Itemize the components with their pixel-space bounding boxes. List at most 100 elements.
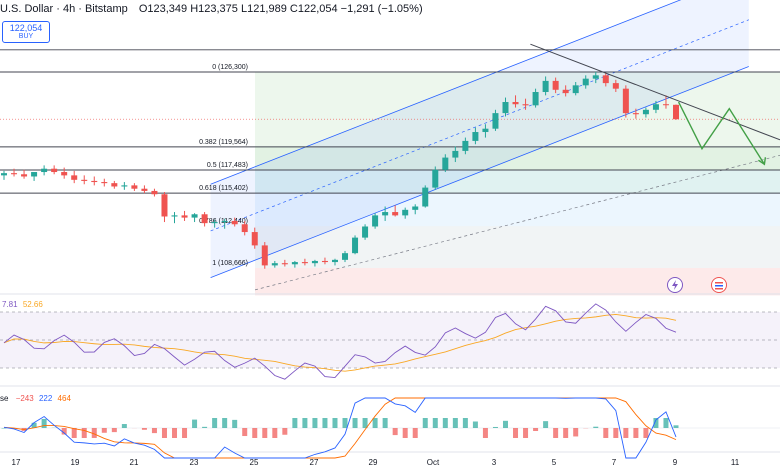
macd-line: [3, 397, 677, 459]
candle-body-47: [472, 132, 479, 141]
rsi-ma-value: 52.66: [22, 300, 43, 309]
macd-hist-15: [151, 428, 157, 434]
time-tick-0: 17: [11, 458, 21, 467]
macd-hist-44: [442, 418, 448, 428]
flag-icon[interactable]: [711, 277, 727, 293]
macd-hist-50: [502, 420, 508, 428]
candle-body-15: [151, 190, 158, 195]
macd-hist-34: [342, 418, 348, 428]
macd-title: se: [0, 394, 9, 403]
candle-body-52: [522, 104, 529, 106]
candle-body-59: [592, 75, 599, 79]
candle-body-18: [181, 215, 188, 218]
fib-label-1: 0.382 (119,564): [199, 139, 248, 146]
candle-body-16: [161, 194, 168, 217]
macd-hist-37: [372, 418, 378, 428]
macd-hist-33: [332, 418, 338, 428]
time-tick-12: 11: [730, 458, 740, 467]
macd-hist-57: [573, 428, 579, 437]
candle-body-23: [231, 220, 238, 225]
symbol-title[interactable]: U.S. Dollar · 4h · Bitstamp: [0, 3, 128, 15]
channel-mid-line: [210, 19, 749, 232]
candle-body-29: [291, 262, 298, 265]
macd-hist-51: [513, 428, 519, 438]
candle-body-22: [221, 220, 228, 223]
macd-hist-25: [252, 428, 258, 438]
fib-label-2: 0.5 (117,483): [207, 162, 248, 169]
buy-button[interactable]: 122,054 BUY: [2, 21, 50, 43]
macd-hist-7: [71, 428, 77, 438]
rsi-value: 7.81: [2, 300, 18, 309]
macd-hist-9: [91, 428, 97, 438]
candle-body-67: [673, 104, 679, 120]
macd-hist-45: [452, 418, 458, 428]
macd-hist-64: [643, 428, 649, 438]
candle-body-17: [171, 215, 178, 217]
candle-body-46: [462, 140, 469, 151]
channel-fill: [210, 0, 749, 278]
macd-hist-6: [61, 428, 67, 435]
candle-body-45: [452, 150, 459, 158]
macd-hist-49: [492, 426, 498, 428]
macd-hist-14: [141, 428, 147, 430]
lightning-icon[interactable]: [667, 277, 683, 293]
macd-hist-8: [81, 428, 87, 438]
candle-body-39: [392, 212, 399, 216]
candle-body-66: [662, 104, 669, 106]
projection-path: [677, 101, 765, 165]
candle-body-10: [101, 182, 108, 184]
macd-hist-61: [613, 428, 619, 438]
candle-body-54: [542, 80, 549, 93]
candle-body-35: [352, 237, 359, 254]
candle-body-31: [311, 260, 318, 264]
macd-hist-52: [523, 428, 529, 438]
macd-hist-62: [623, 428, 629, 438]
macd-hist-39: [392, 428, 398, 436]
macd-hist-29: [292, 418, 298, 428]
macd-hist-19: [192, 419, 198, 428]
macd-hist-10: [101, 428, 107, 433]
macd-hist-11: [111, 428, 117, 433]
chart-header: U.S. Dollar · 4h · Bitstamp O123,349 H12…: [0, 0, 423, 18]
fib-zone-2: [255, 170, 780, 194]
macd-hist-23: [232, 419, 238, 428]
candle-body-4: [41, 168, 48, 173]
fib-zone-0: [255, 72, 780, 147]
candle-body-42: [422, 187, 429, 207]
candle-body-24: [241, 224, 248, 233]
candle-body-49: [492, 113, 499, 129]
time-tick-2: 21: [129, 458, 139, 467]
macd-hist-46: [462, 418, 468, 428]
candle-body-43: [432, 169, 439, 188]
candle-body-61: [612, 83, 619, 89]
candle-body-41: [412, 206, 419, 210]
macd-hist-20: [202, 426, 208, 428]
candle-body-55: [552, 80, 559, 90]
macd-hist-24: [242, 428, 248, 437]
macd-hist-66: [663, 418, 669, 428]
candle-body-50: [502, 102, 509, 114]
candle-body-7: [71, 175, 78, 180]
macd-hist-12: [121, 424, 127, 428]
candle-body-63: [632, 113, 639, 115]
channel-lower-line: [210, 66, 749, 278]
macd-hist-17: [172, 428, 178, 438]
macd-hist-38: [382, 418, 388, 428]
macd-hist-42: [422, 418, 428, 428]
buy-label: BUY: [18, 33, 34, 40]
candle-body-60: [602, 75, 609, 84]
macd-hist-56: [563, 428, 569, 438]
macd-hist-63: [633, 428, 639, 438]
macd-hist-30: [302, 418, 308, 428]
time-tick-1: 19: [70, 458, 80, 467]
fib-label-3: 0.618 (115,402): [199, 185, 248, 192]
time-tick-10: 7: [611, 458, 617, 467]
macd-hist-3: [31, 422, 37, 428]
candle-body-2: [21, 174, 28, 177]
candle-body-51: [512, 102, 519, 105]
macd-hist-60: [603, 428, 609, 438]
candle-body-20: [201, 214, 208, 224]
candle-body-38: [382, 212, 389, 216]
candle-body-8: [81, 179, 88, 181]
